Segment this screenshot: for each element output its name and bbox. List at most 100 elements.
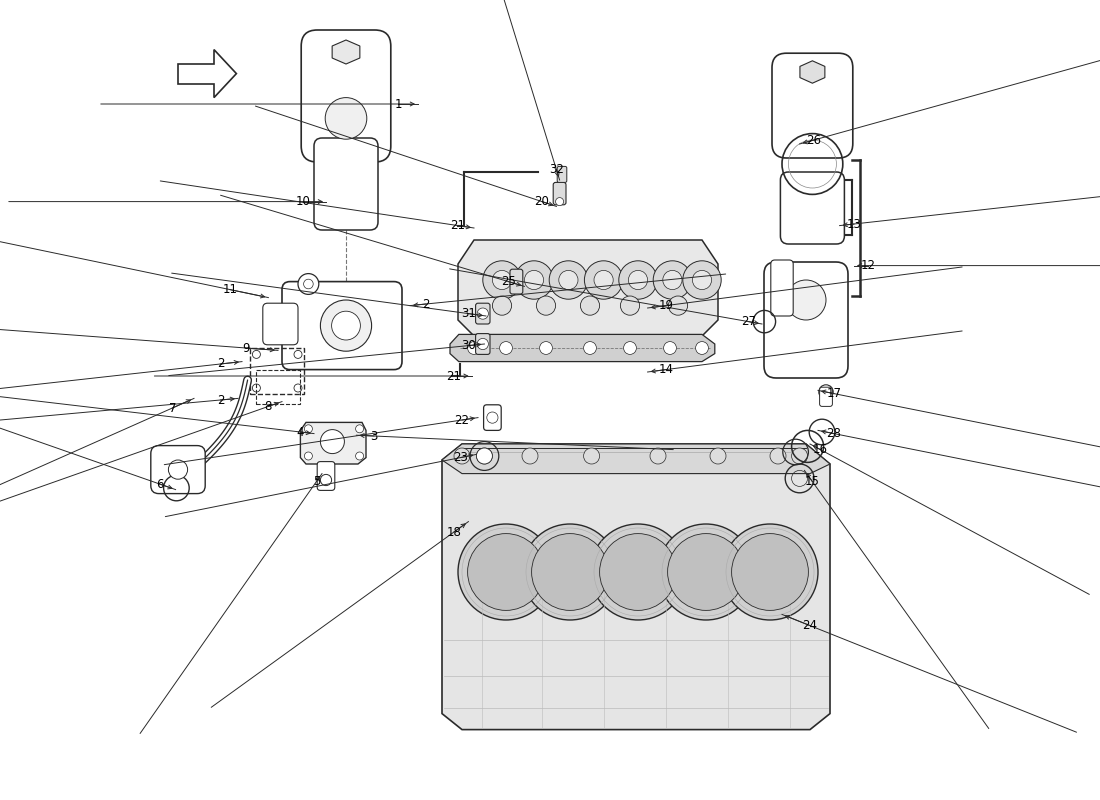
Text: 19: 19	[659, 299, 673, 312]
Circle shape	[663, 342, 676, 354]
Circle shape	[525, 270, 543, 290]
Circle shape	[355, 452, 364, 460]
Text: 28: 28	[826, 427, 842, 440]
Circle shape	[786, 280, 826, 320]
Circle shape	[522, 448, 538, 464]
Circle shape	[477, 308, 488, 319]
FancyBboxPatch shape	[314, 138, 378, 230]
Circle shape	[663, 270, 682, 290]
Circle shape	[710, 448, 726, 464]
Circle shape	[320, 474, 331, 486]
Text: 10: 10	[296, 195, 311, 208]
Circle shape	[168, 460, 188, 479]
Circle shape	[584, 448, 600, 464]
Circle shape	[487, 412, 498, 423]
Text: 11: 11	[222, 283, 238, 296]
Text: 2: 2	[422, 298, 430, 310]
Text: 21: 21	[451, 219, 465, 232]
Circle shape	[732, 534, 808, 610]
Circle shape	[628, 270, 648, 290]
Text: 26: 26	[806, 134, 822, 146]
Circle shape	[294, 350, 302, 358]
FancyBboxPatch shape	[475, 334, 490, 354]
Circle shape	[556, 198, 563, 206]
Text: 6: 6	[156, 478, 163, 490]
Circle shape	[331, 311, 361, 340]
Circle shape	[252, 384, 261, 392]
Text: 17: 17	[826, 387, 842, 400]
FancyBboxPatch shape	[475, 303, 490, 324]
Text: 7: 7	[168, 402, 176, 414]
Bar	[256, 370, 300, 404]
Circle shape	[326, 98, 366, 139]
Circle shape	[355, 425, 364, 433]
Circle shape	[305, 452, 312, 460]
Circle shape	[590, 524, 686, 620]
Text: 22: 22	[454, 414, 470, 426]
Text: 2: 2	[217, 358, 224, 370]
Circle shape	[792, 448, 807, 464]
Polygon shape	[178, 50, 236, 98]
Polygon shape	[450, 334, 715, 362]
Polygon shape	[800, 61, 825, 83]
FancyBboxPatch shape	[771, 260, 793, 316]
Circle shape	[653, 261, 692, 299]
Text: 1: 1	[394, 98, 402, 110]
Circle shape	[493, 296, 512, 315]
Circle shape	[294, 384, 302, 392]
Circle shape	[537, 296, 556, 315]
Text: 25: 25	[500, 275, 516, 288]
Circle shape	[818, 385, 833, 399]
FancyBboxPatch shape	[317, 462, 334, 490]
Polygon shape	[442, 444, 830, 730]
Circle shape	[695, 342, 708, 354]
Circle shape	[477, 338, 488, 350]
Circle shape	[305, 425, 312, 433]
Text: 21: 21	[447, 370, 462, 382]
Text: 27: 27	[741, 315, 756, 328]
Text: 14: 14	[659, 363, 673, 376]
Circle shape	[584, 342, 596, 354]
Text: 20: 20	[535, 195, 549, 208]
Text: 16: 16	[813, 443, 828, 456]
Circle shape	[320, 300, 372, 351]
Text: 12: 12	[861, 259, 876, 272]
FancyBboxPatch shape	[820, 387, 833, 406]
Polygon shape	[300, 422, 366, 464]
FancyBboxPatch shape	[301, 30, 390, 162]
Text: 2: 2	[217, 394, 224, 406]
FancyBboxPatch shape	[558, 166, 566, 182]
Text: 9: 9	[242, 342, 250, 354]
Circle shape	[298, 274, 319, 294]
Circle shape	[658, 524, 754, 620]
Bar	[250, 348, 305, 394]
Circle shape	[584, 261, 623, 299]
Circle shape	[683, 261, 722, 299]
FancyBboxPatch shape	[510, 269, 522, 294]
Polygon shape	[458, 240, 718, 336]
Circle shape	[499, 342, 513, 354]
Circle shape	[252, 350, 261, 358]
Circle shape	[483, 261, 521, 299]
Circle shape	[549, 261, 587, 299]
Circle shape	[594, 270, 613, 290]
Circle shape	[722, 524, 818, 620]
FancyBboxPatch shape	[780, 172, 845, 244]
Circle shape	[468, 534, 544, 610]
Polygon shape	[442, 444, 830, 474]
Circle shape	[493, 270, 512, 290]
Circle shape	[600, 534, 676, 610]
Circle shape	[540, 342, 552, 354]
Circle shape	[770, 448, 786, 464]
Text: 18: 18	[447, 526, 461, 538]
Text: 8: 8	[265, 400, 272, 413]
FancyBboxPatch shape	[263, 303, 298, 345]
Circle shape	[476, 448, 493, 464]
FancyBboxPatch shape	[772, 53, 852, 158]
Circle shape	[458, 524, 554, 620]
Text: 23: 23	[453, 451, 468, 464]
Circle shape	[468, 342, 481, 354]
FancyBboxPatch shape	[484, 405, 502, 430]
Text: 15: 15	[805, 475, 820, 488]
Polygon shape	[332, 40, 360, 64]
